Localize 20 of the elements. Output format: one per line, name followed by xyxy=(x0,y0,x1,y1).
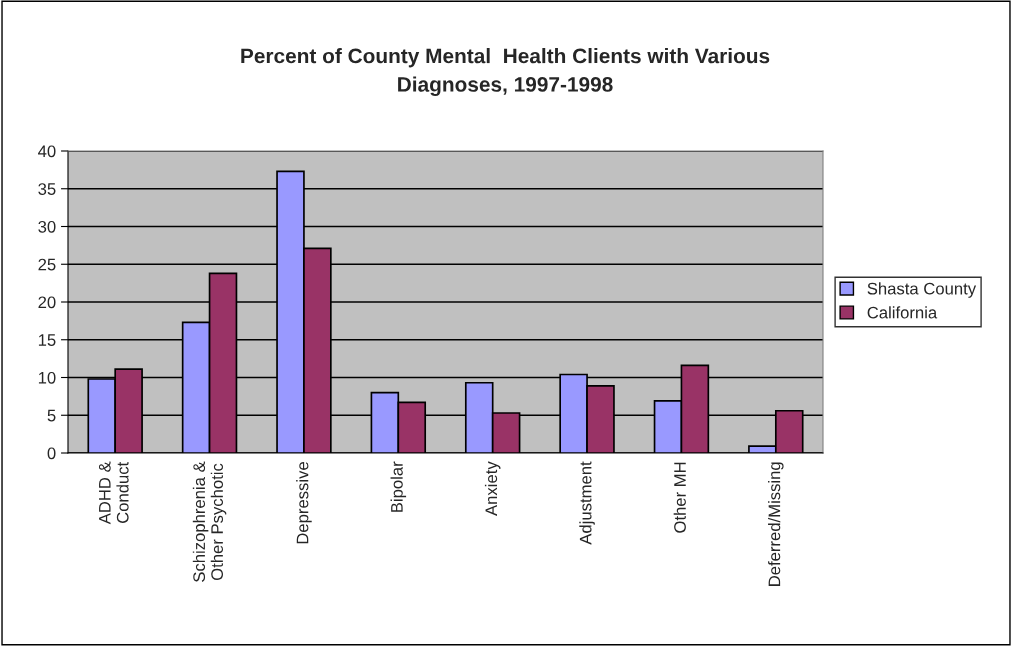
y-tick-label: 35 xyxy=(38,183,56,195)
x-tick-label: Other MH xyxy=(673,462,686,533)
x-tick-label: Schizophrenia & Other Psychotic xyxy=(192,461,227,582)
x-tick-label: Depressive xyxy=(296,462,312,544)
y-tick-label: 25 xyxy=(38,258,56,271)
y-tick-label: 5 xyxy=(47,409,56,422)
x-tick-label: Anxiety xyxy=(484,461,501,516)
y-tick-label: 40 xyxy=(38,145,56,158)
x-tick-label: ADHD & Conduct xyxy=(98,461,129,525)
y-tick-label: 30 xyxy=(38,220,56,233)
y-tick-label: 0 xyxy=(47,447,56,460)
legend-label: California xyxy=(867,306,938,319)
x-tick-label: Bipolar xyxy=(390,461,407,512)
chart-title: Percent of County Mental Health Clients with Various Diagnoses, 1997-1998 xyxy=(241,48,770,96)
x-tick-label: Adjustment xyxy=(579,461,595,545)
legend-label: Shasta County xyxy=(867,282,977,298)
x-tick-label: Deferred/Missing xyxy=(768,462,784,586)
y-tick-label: 20 xyxy=(38,296,56,309)
y-tick-label: 10 xyxy=(38,371,56,384)
y-tick-label: 15 xyxy=(38,334,56,346)
